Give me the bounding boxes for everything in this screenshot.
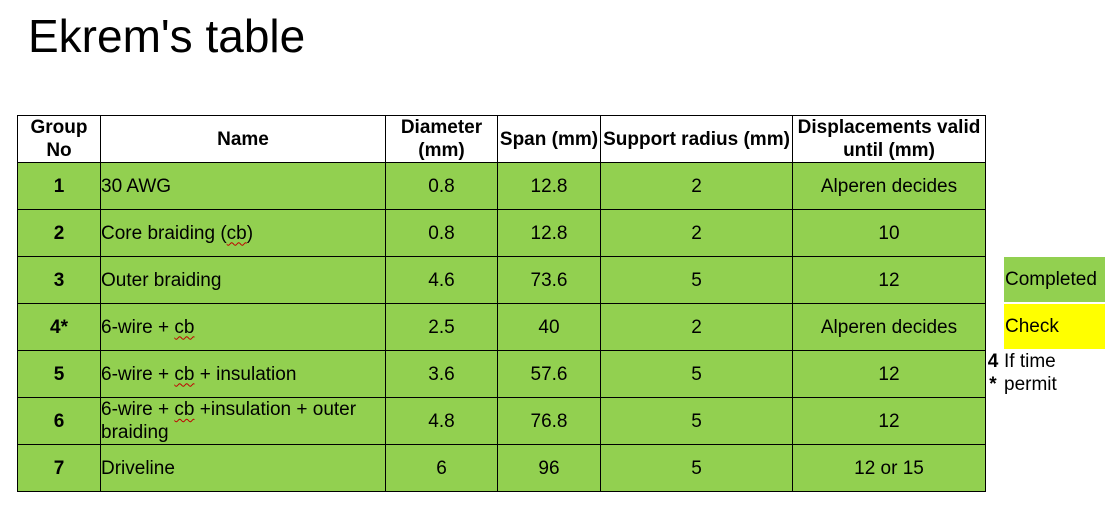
cell-name: Driveline <box>100 444 386 492</box>
legend-note-text: If time permit <box>1004 351 1057 395</box>
header-span: Span (mm) <box>497 115 601 163</box>
cell-diameter: 4.6 <box>385 256 498 304</box>
cell-displacements: 10 <box>792 209 986 257</box>
legend-completed: Completed <box>1004 257 1105 302</box>
name-part: 6-wire + <box>101 399 175 420</box>
cell-support-radius: 5 <box>600 350 793 398</box>
cell-span: 12.8 <box>497 209 601 257</box>
name-part: Core braiding ( <box>101 222 227 244</box>
cell-diameter: 0.8 <box>385 209 498 257</box>
cell-group-no: 7 <box>17 444 101 492</box>
spellcheck-word: cb <box>174 363 195 385</box>
name-part: 6-wire + <box>101 316 175 338</box>
table-row: 2 Core braiding (cb) 0.8 12.8 2 10 <box>17 209 986 257</box>
cell-name: 30 AWG <box>100 162 386 210</box>
table-row: 3 Outer braiding 4.6 73.6 5 12 <box>17 256 986 304</box>
cell-span: 96 <box>497 444 601 492</box>
table-row: 1 30 AWG 0.8 12.8 2 Alperen decides <box>17 162 986 210</box>
cell-name: Outer braiding <box>100 256 386 304</box>
table-header-row: Group No Name Diameter (mm) Span (mm) Su… <box>17 115 986 163</box>
header-group-no: Group No <box>17 115 101 163</box>
name-part: +insulation + outer braiding <box>101 399 357 443</box>
cell-diameter: 0.8 <box>385 162 498 210</box>
spellcheck-word: cb <box>174 316 195 338</box>
table-row: 4* 6-wire + cb 2.5 40 2 Alperen decides <box>17 303 986 351</box>
note-marker-asterisk: * <box>989 374 997 395</box>
header-support-radius: Support radius (mm) <box>600 115 793 163</box>
cell-displacements: 12 <box>792 397 986 445</box>
table-row: 5 6-wire + cb + insulation 3.6 57.6 5 12 <box>17 350 986 398</box>
table-row: 6 6-wire + cb +insulation + outer braidi… <box>17 397 986 445</box>
cell-group-no: 4* <box>17 303 101 351</box>
header-name: Name <box>100 115 386 163</box>
spellcheck-word: cb <box>226 222 247 244</box>
legend-check: Check <box>1004 304 1105 349</box>
cell-diameter: 2.5 <box>385 303 498 351</box>
table-row: 7 Driveline 6 96 5 12 or 15 <box>17 444 986 492</box>
header-displacements: Displacements valid until (mm) <box>792 115 986 163</box>
cell-diameter: 4.8 <box>385 397 498 445</box>
name-part: ) <box>246 222 254 244</box>
cell-diameter: 6 <box>385 444 498 492</box>
cell-displacements: Alperen decides <box>792 303 986 351</box>
spellcheck-word: cb <box>174 399 195 420</box>
cell-group-no: 2 <box>17 209 101 257</box>
cell-group-no: 6 <box>17 397 101 445</box>
cell-span: 12.8 <box>497 162 601 210</box>
name-part: + insulation <box>194 363 297 385</box>
cell-name: 6-wire + cb <box>100 303 386 351</box>
cell-name: 6-wire + cb +insulation + outer braiding <box>100 397 386 445</box>
cell-group-no: 3 <box>17 256 101 304</box>
cell-support-radius: 5 <box>600 397 793 445</box>
groups-table: Group No Name Diameter (mm) Span (mm) Su… <box>17 115 986 492</box>
cell-span: 40 <box>497 303 601 351</box>
cell-support-radius: 5 <box>600 256 793 304</box>
legend-note-marker: 4 * <box>986 350 1000 396</box>
cell-group-no: 5 <box>17 350 101 398</box>
cell-displacements: Alperen decides <box>792 162 986 210</box>
cell-span: 76.8 <box>497 397 601 445</box>
name-part: 6-wire + <box>101 363 175 385</box>
cell-group-no: 1 <box>17 162 101 210</box>
cell-span: 57.6 <box>497 350 601 398</box>
cell-name: Core braiding (cb) <box>100 209 386 257</box>
cell-displacements: 12 <box>792 256 986 304</box>
cell-displacements: 12 or 15 <box>792 444 986 492</box>
header-diameter: Diameter (mm) <box>385 115 498 163</box>
cell-support-radius: 2 <box>600 303 793 351</box>
cell-name: 6-wire + cb + insulation <box>100 350 386 398</box>
cell-diameter: 3.6 <box>385 350 498 398</box>
cell-displacements: 12 <box>792 350 986 398</box>
note-marker-number: 4 <box>987 351 999 372</box>
cell-support-radius: 2 <box>600 209 793 257</box>
page-title: Ekrem's table <box>28 10 306 62</box>
cell-span: 73.6 <box>497 256 601 304</box>
cell-support-radius: 5 <box>600 444 793 492</box>
cell-support-radius: 2 <box>600 162 793 210</box>
